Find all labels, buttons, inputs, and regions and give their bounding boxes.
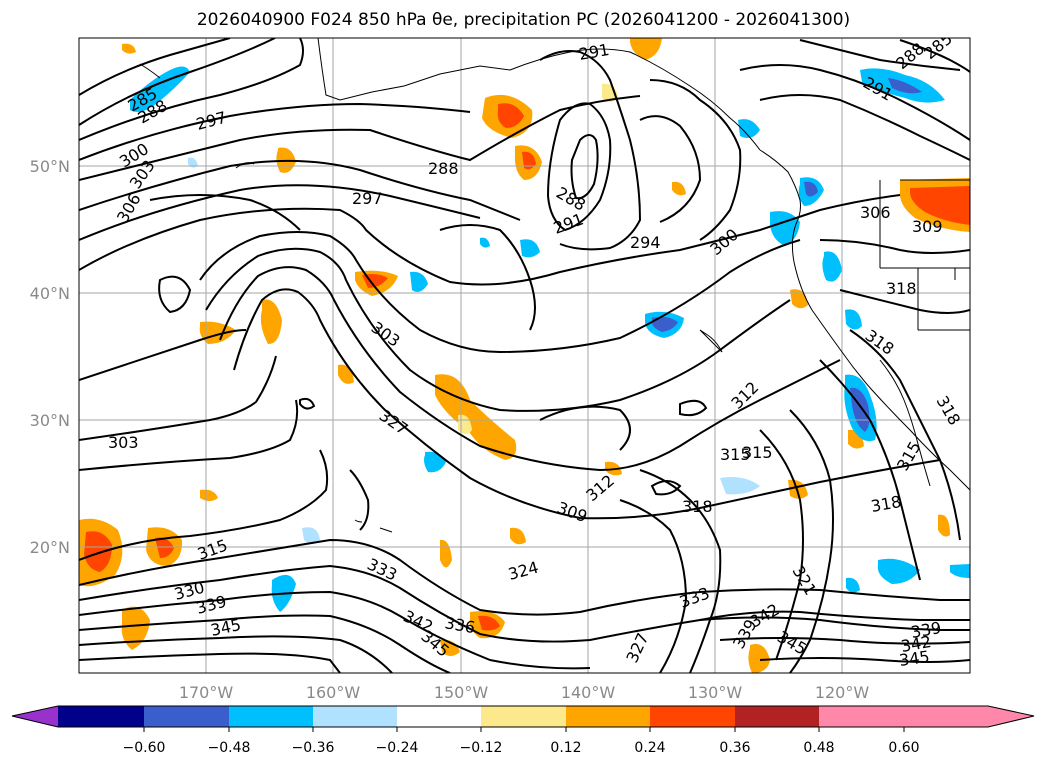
colorbar-tick-label: −0.48 [208,740,251,756]
contour-label: 318 [886,279,917,298]
colorbar-segment [735,706,819,727]
colorbar: −0.60 −0.48 −0.36 −0.24 −0.12 0.12 0.24 … [11,705,1035,756]
contour-label: 315 [742,443,773,462]
colorbar-tick-label: 0.48 [803,740,834,756]
colorbar-segment [819,706,904,727]
theta-e-contours [79,38,970,673]
colorbar-tick-label: −0.12 [460,740,503,756]
contour-label: 297 [352,189,383,208]
lon-label: 130°W [688,683,743,702]
coastlines [139,38,970,533]
contour-label: 309 [912,217,943,236]
contour-label: 345 [898,647,931,670]
latitude-labels: 50°N 40°N 30°N 20°N [30,157,70,557]
lat-label: 30°N [30,411,70,430]
lat-label: 40°N [30,284,70,303]
colorbar-segment [144,706,229,727]
colorbar-extend-max [904,706,1034,727]
colorbar-segment [229,706,313,727]
colorbar-segment [650,706,735,727]
lat-label: 20°N [30,538,70,557]
colorbar-ticks [143,727,905,732]
plot-frame [78,37,971,674]
contour-label: 318 [682,497,713,516]
contour-labels: 285 288 297 300 303 306 288 297 291 288 … [108,38,964,670]
lon-label: 150°W [434,683,489,702]
colorbar-segment [58,706,144,727]
colorbar-tick-label: −0.36 [292,740,335,756]
lat-label: 50°N [30,157,70,176]
colorbar-tick-label: 0.60 [888,740,919,756]
contour-label: 288 [428,159,459,178]
contour-label: 303 [108,433,139,452]
lon-label: 120°W [815,683,870,702]
lon-label: 160°W [306,683,361,702]
colorbar-segment [481,706,566,727]
colorbar-tick-label: 0.12 [550,740,581,756]
colorbar-extend-min [12,706,58,727]
longitude-labels: 170°W 160°W 150°W 140°W 130°W 120°W [179,683,870,702]
lon-label: 170°W [179,683,234,702]
contour-label: 294 [630,233,661,252]
contour-label: 315 [720,445,751,464]
lon-label: 140°W [561,683,616,702]
contour-label: 306 [860,203,891,222]
colorbar-tick-label: −0.24 [376,740,419,756]
colorbar-tick-label: −0.60 [123,740,166,756]
colorbar-tick-label: 0.36 [719,740,750,756]
colorbar-segment [566,706,650,727]
colorbar-segment [397,706,481,727]
colorbar-segment [313,706,397,727]
colorbar-tick-label: 0.24 [634,740,665,756]
map-title: 2026040900 F024 850 hPa θe, precipitatio… [196,10,851,30]
colorbar-outline [11,705,1035,728]
